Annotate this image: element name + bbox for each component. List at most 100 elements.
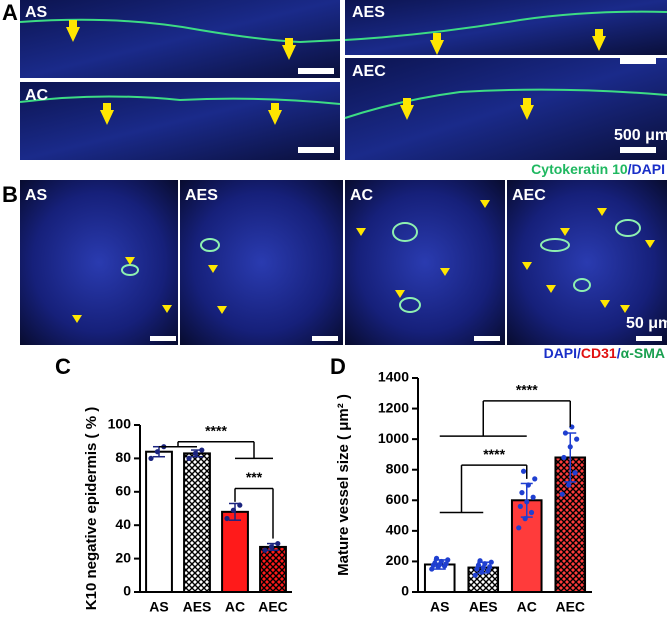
image-label: AC — [350, 187, 374, 204]
data-point — [520, 468, 527, 474]
data-point — [524, 499, 530, 505]
data-point — [186, 455, 192, 461]
significance-label: **** — [483, 446, 505, 462]
data-point — [566, 482, 572, 488]
panel-letter: A — [2, 0, 18, 25]
data-point — [192, 450, 198, 456]
y-tick-label: 1200 — [378, 399, 409, 415]
data-point — [477, 558, 483, 564]
bar — [259, 545, 287, 593]
epidermis-line — [19, 18, 341, 44]
y-tick-label: 100 — [108, 416, 132, 432]
image — [345, 58, 667, 160]
data-point — [574, 436, 580, 442]
significance-label: **** — [205, 422, 227, 438]
significance-bracket: **** — [439, 382, 571, 437]
x-tick-label: AS — [430, 599, 449, 615]
data-point — [482, 561, 488, 567]
significance-label: *** — [246, 469, 263, 485]
epidermis-line — [19, 95, 341, 105]
data-point — [522, 516, 528, 522]
scale-bar — [298, 147, 334, 153]
data-point — [237, 502, 243, 508]
image — [345, 0, 667, 55]
data-point — [199, 447, 205, 453]
image-label: AES — [185, 187, 218, 204]
epidermis-line — [344, 88, 668, 119]
scale-bar — [298, 68, 334, 74]
data-point — [275, 540, 281, 547]
data-point — [516, 525, 522, 531]
scale-bar — [150, 336, 176, 341]
image-label: AS — [25, 4, 48, 21]
scale-bar — [474, 336, 500, 341]
image — [20, 180, 178, 345]
data-point — [487, 564, 493, 570]
data-point — [561, 454, 567, 461]
data-point — [532, 476, 538, 482]
scale-label: 500 μm — [614, 127, 669, 144]
x-tick-label: AS — [149, 599, 168, 615]
bar — [554, 456, 587, 593]
data-point — [154, 449, 160, 455]
y-tick-label: 200 — [386, 552, 410, 568]
legend-part: /DAPI — [628, 161, 665, 177]
image — [20, 82, 340, 160]
y-tick-label: 0 — [123, 583, 131, 599]
panel-letter: C — [55, 354, 71, 379]
y-tick-label: 20 — [115, 549, 131, 565]
y-tick-label: 1400 — [378, 369, 409, 385]
y-axis-label: K10 negative epidermis ( % ) — [83, 407, 100, 610]
image — [180, 180, 343, 345]
image-label: AES — [352, 4, 385, 21]
legend-part: / — [577, 345, 581, 361]
data-point — [488, 559, 494, 565]
y-tick-label: 800 — [386, 460, 410, 476]
panel-letter: D — [330, 354, 346, 379]
x-tick-label: AC — [517, 599, 537, 615]
x-tick-label: AES — [183, 599, 212, 615]
data-point — [519, 490, 525, 496]
stain-legend: Cytokeratin 10/DAPI — [531, 161, 665, 177]
x-tick-label: AEC — [555, 599, 585, 615]
image-label: AC — [25, 87, 49, 104]
data-point — [479, 569, 485, 575]
data-point — [562, 430, 569, 436]
stain-legend: DAPI/CD31/α-SMA — [544, 345, 665, 361]
data-point — [445, 557, 451, 563]
data-point — [517, 503, 523, 509]
data-point — [224, 515, 230, 522]
image-label: AEC — [512, 187, 546, 204]
data-point — [262, 547, 268, 553]
bar — [221, 510, 249, 593]
data-point — [567, 444, 573, 450]
x-tick-label: AEC — [258, 599, 288, 615]
panel-a-images — [19, 0, 668, 160]
data-point — [268, 544, 274, 550]
data-point — [230, 507, 236, 513]
significance-bracket: **** — [159, 422, 273, 460]
data-point — [475, 562, 482, 568]
data-point — [472, 572, 478, 578]
scale-label: 50 μm — [626, 315, 669, 332]
legend-part: α-SMA — [621, 345, 665, 361]
data-point — [432, 560, 438, 566]
y-tick-label: 0 — [401, 583, 409, 599]
y-tick-label: 400 — [386, 522, 410, 538]
scale-bar — [636, 336, 662, 341]
image-label: AEC — [352, 63, 386, 80]
legend-part: CD31 — [581, 345, 617, 361]
data-point — [559, 491, 565, 497]
data-point — [572, 470, 578, 476]
data-point — [530, 494, 536, 500]
data-point — [525, 482, 531, 488]
x-tick-label: AES — [469, 599, 498, 615]
panel-b-images — [20, 180, 667, 345]
y-axis-label: Mature vessel size ( μm² ) — [335, 394, 352, 576]
arrowheads — [72, 200, 655, 323]
bar — [145, 450, 173, 593]
significance-label: **** — [516, 382, 538, 398]
y-tick-label: 600 — [386, 491, 410, 507]
image — [345, 180, 505, 345]
scale-bar — [312, 336, 338, 341]
